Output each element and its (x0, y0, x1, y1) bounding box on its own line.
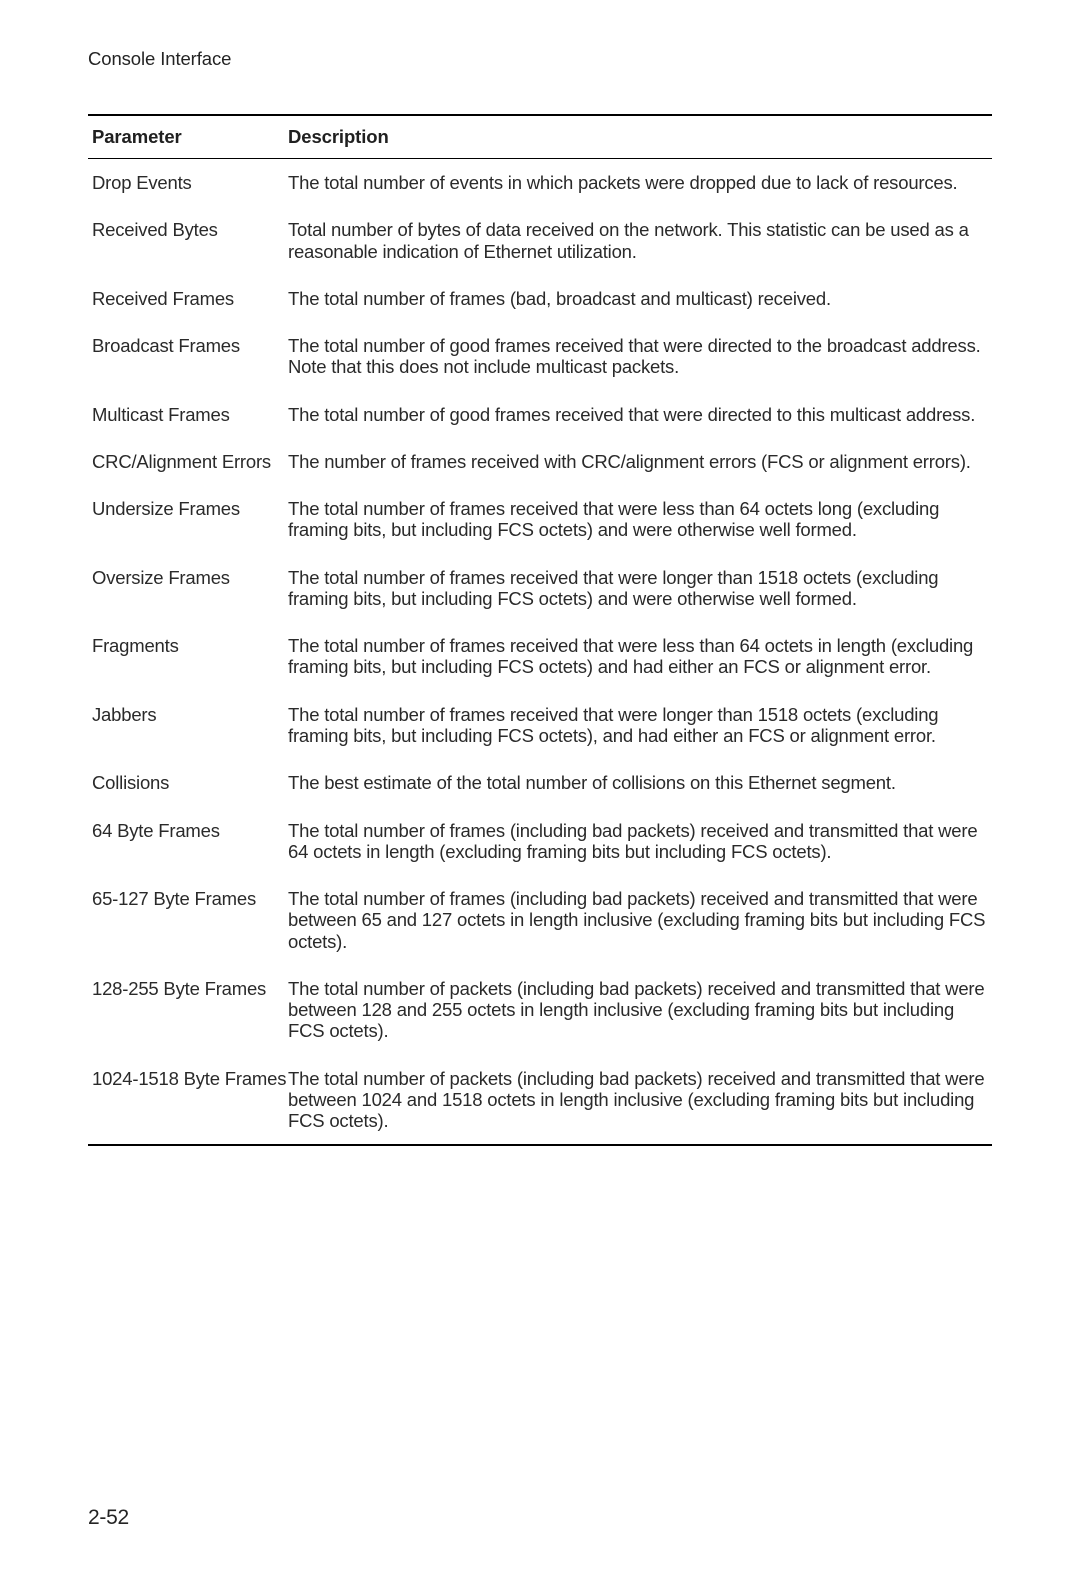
table-row: Drop Events The total number of events i… (88, 159, 992, 206)
cell-parameter: Drop Events (88, 172, 288, 193)
cell-parameter: Collisions (88, 772, 288, 793)
table-row: CRC/Alignment Errors The number of frame… (88, 438, 992, 485)
cell-description: The total number of frames (including ba… (288, 820, 992, 863)
cell-description: The total number of events in which pack… (288, 172, 992, 193)
page-number: 2-52 (88, 1506, 129, 1530)
cell-parameter: Fragments (88, 635, 288, 678)
table-row: 64 Byte Frames The total number of frame… (88, 807, 992, 876)
cell-description: The best estimate of the total number of… (288, 772, 992, 793)
document-page: Console Interface Parameter Description … (0, 0, 1080, 1570)
cell-description: The total number of frames received that… (288, 498, 992, 541)
cell-parameter: Oversize Frames (88, 567, 288, 610)
cell-parameter: Broadcast Frames (88, 335, 288, 378)
column-header-parameter: Parameter (88, 126, 288, 148)
cell-description: The total number of frames (including ba… (288, 888, 992, 952)
column-header-description: Description (288, 126, 992, 148)
cell-description: The total number of frames received that… (288, 635, 992, 678)
table-row: 65-127 Byte Frames The total number of f… (88, 875, 992, 965)
cell-description: The total number of frames (bad, broadca… (288, 288, 992, 309)
table-header-row: Parameter Description (88, 116, 992, 159)
table-row: Received Bytes Total number of bytes of … (88, 206, 992, 275)
cell-parameter: 128-255 Byte Frames (88, 978, 288, 1042)
table-row: Oversize Frames The total number of fram… (88, 554, 992, 623)
cell-parameter: Received Frames (88, 288, 288, 309)
table-row: Broadcast Frames The total number of goo… (88, 322, 992, 391)
cell-description: The total number of frames received that… (288, 567, 992, 610)
cell-parameter: 64 Byte Frames (88, 820, 288, 863)
table-row: 128-255 Byte Frames The total number of … (88, 965, 992, 1055)
cell-parameter: Received Bytes (88, 219, 288, 262)
cell-description: The total number of packets (including b… (288, 978, 992, 1042)
table-row: Fragments The total number of frames rec… (88, 622, 992, 691)
table-row: Multicast Frames The total number of goo… (88, 391, 992, 438)
page-title: Console Interface (88, 48, 992, 70)
cell-description: The total number of good frames received… (288, 404, 992, 425)
cell-description: The total number of packets (including b… (288, 1068, 992, 1132)
cell-parameter: 65-127 Byte Frames (88, 888, 288, 952)
cell-description: Total number of bytes of data received o… (288, 219, 992, 262)
cell-parameter: Jabbers (88, 704, 288, 747)
table-row: Undersize Frames The total number of fra… (88, 485, 992, 554)
cell-parameter: CRC/Alignment Errors (88, 451, 288, 472)
cell-parameter: 1024-1518 Byte Frames (88, 1068, 288, 1132)
cell-description: The number of frames received with CRC/a… (288, 451, 992, 472)
cell-description: The total number of frames received that… (288, 704, 992, 747)
table-row: Jabbers The total number of frames recei… (88, 691, 992, 760)
cell-parameter: Undersize Frames (88, 498, 288, 541)
cell-parameter: Multicast Frames (88, 404, 288, 425)
parameter-table: Parameter Description Drop Events The to… (88, 114, 992, 1146)
cell-description: The total number of good frames received… (288, 335, 992, 378)
table-row: 1024-1518 Byte Frames The total number o… (88, 1055, 992, 1145)
table-row: Received Frames The total number of fram… (88, 275, 992, 322)
table-row: Collisions The best estimate of the tota… (88, 759, 992, 806)
